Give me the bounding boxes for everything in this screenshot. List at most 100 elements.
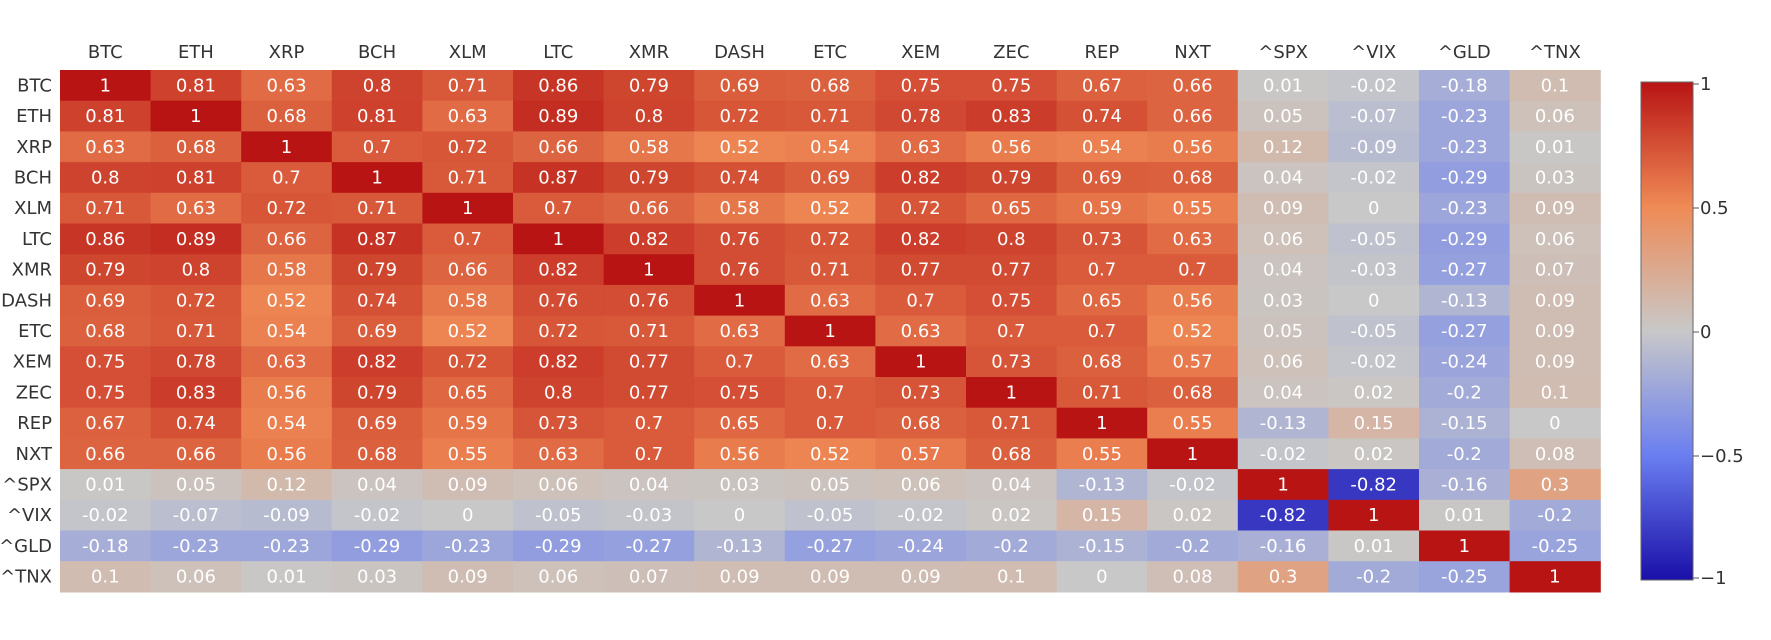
heatmap-cell-value: 0.66	[629, 198, 669, 219]
heatmap-cell-value: -0.23	[1441, 198, 1488, 219]
heatmap-cell	[1147, 469, 1239, 501]
heatmap-cell-value: 0.76	[719, 229, 759, 250]
heatmap-cell	[1056, 499, 1148, 532]
heatmap-cell-value: 0.87	[357, 229, 397, 250]
heatmap-cell-value: -0.09	[1350, 137, 1397, 158]
heatmap-cell-value: 0.8	[363, 75, 392, 96]
heatmap-cell	[694, 377, 786, 409]
heatmap-cell	[331, 499, 423, 532]
heatmap-cell	[1056, 346, 1148, 378]
heatmap-cell-value: 0.87	[538, 167, 578, 188]
heatmap-cell-value: 0.81	[176, 167, 216, 188]
heatmap-cell	[1419, 254, 1511, 286]
heatmap-cell	[60, 100, 152, 132]
heatmap-cell-value: 0.69	[85, 290, 125, 311]
heatmap-cell-value: 0.83	[991, 106, 1031, 127]
x-axis-tick-label: XMR	[629, 42, 669, 63]
heatmap-cell	[1147, 70, 1239, 102]
y-axis-tick-label: BCH	[14, 167, 52, 188]
heatmap-cell	[694, 530, 786, 562]
colorbar: 1 0.5 0 −0.5 −1	[1640, 74, 1744, 589]
heatmap-cell-value: 0.54	[1082, 137, 1122, 158]
colorbar-gradient	[1640, 81, 1694, 581]
heatmap-cell-value: 0.04	[1263, 260, 1303, 281]
y-axis-tick-label: ETH	[16, 106, 52, 127]
heatmap-cell	[1056, 407, 1148, 439]
y-axis-tick-label: ^GLD	[0, 536, 52, 557]
heatmap-cell	[603, 438, 695, 470]
heatmap-cell	[694, 131, 786, 163]
heatmap-cell-value: 1	[915, 352, 926, 373]
heatmap-cell	[875, 407, 967, 439]
heatmap-cell-value: 0.58	[266, 260, 306, 281]
heatmap-cell-value: -0.2	[1447, 444, 1482, 465]
heatmap-cell	[1328, 407, 1420, 439]
heatmap-cell	[966, 346, 1058, 378]
heatmap-cell-value: 0.81	[85, 106, 125, 127]
heatmap-cell	[1419, 223, 1511, 255]
heatmap-cell	[1328, 70, 1420, 102]
heatmap-cell	[1419, 131, 1511, 163]
heatmap-cell-value: 0.67	[85, 413, 125, 434]
heatmap-cell-value: 0.7	[816, 413, 845, 434]
heatmap-cell-value: -0.2	[1356, 567, 1391, 588]
heatmap-cell	[1328, 469, 1420, 501]
heatmap-cell	[1509, 223, 1601, 255]
heatmap-cell-value: 0.04	[1263, 382, 1303, 403]
heatmap-cell	[694, 284, 786, 317]
heatmap-cell-value: -0.2	[1537, 505, 1572, 526]
heatmap-cell	[331, 70, 423, 102]
heatmap-cell-value: 0.82	[538, 352, 578, 373]
heatmap-cell	[150, 192, 242, 225]
heatmap-cell	[60, 223, 152, 255]
heatmap-cell-value: -0.27	[1441, 260, 1488, 281]
heatmap-cell-value: 0.76	[719, 260, 759, 281]
heatmap-cell	[1509, 70, 1601, 102]
heatmap-cell-value: 0.72	[901, 198, 941, 219]
heatmap-cell	[241, 100, 333, 132]
heatmap-cell-value: 0.09	[901, 567, 941, 588]
heatmap-cell-value: 0.7	[635, 444, 664, 465]
heatmap-cell-value: 0.56	[991, 137, 1031, 158]
heatmap-cell	[1056, 315, 1148, 347]
heatmap-cell-value: 1	[1277, 474, 1288, 495]
heatmap-cell-value: 0.09	[1535, 352, 1575, 373]
heatmap-cell	[1509, 407, 1601, 439]
heatmap-cell-value: 0.74	[1082, 106, 1122, 127]
heatmap-cell	[1419, 530, 1511, 562]
heatmap-cell-value: 0.68	[266, 106, 306, 127]
heatmap-cell-value: -0.23	[1441, 106, 1488, 127]
heatmap-cell-value: 0.7	[272, 167, 301, 188]
heatmap-cell	[331, 100, 423, 132]
heatmap-cell-value: -0.16	[1260, 536, 1307, 557]
heatmap-cell	[1147, 192, 1239, 225]
heatmap-cell	[1328, 561, 1420, 593]
heatmap-cell-value: 0.78	[901, 106, 941, 127]
heatmap-cell-value: 1	[1096, 413, 1107, 434]
heatmap-cell	[513, 131, 605, 163]
heatmap-cell	[603, 162, 695, 194]
heatmap-cell-value: 1	[281, 137, 292, 158]
heatmap-cell-value: 0.79	[357, 382, 397, 403]
heatmap-cell	[875, 131, 967, 163]
heatmap-cell	[875, 561, 967, 593]
heatmap-cell	[1056, 100, 1148, 132]
x-axis-tick-label: BTC	[88, 42, 123, 63]
heatmap-cell-value: 0.63	[266, 352, 306, 373]
heatmap-cell	[1419, 162, 1511, 194]
heatmap-cell	[1237, 407, 1329, 439]
heatmap-cell-value: 0.69	[357, 321, 397, 342]
heatmap-cell	[60, 254, 152, 286]
heatmap-cell-value: -0.05	[1350, 321, 1397, 342]
heatmap-cell-value: 0.75	[85, 352, 125, 373]
x-axis-tick-label: ^VIX	[1351, 42, 1396, 63]
heatmap-cell-value: -0.16	[1441, 474, 1488, 495]
heatmap-cell-value: -0.02	[1350, 167, 1397, 188]
heatmap-cell-value: -0.29	[1441, 167, 1488, 188]
x-axis-tick-label: DASH	[714, 42, 765, 63]
heatmap-cell-value: -0.05	[535, 505, 582, 526]
colorbar-tick-label: 1	[1700, 74, 1711, 95]
heatmap-cell-value: 0.71	[991, 413, 1031, 434]
heatmap-cell-value: 0.7	[453, 229, 482, 250]
heatmap-cell-value: 0.7	[1088, 321, 1117, 342]
